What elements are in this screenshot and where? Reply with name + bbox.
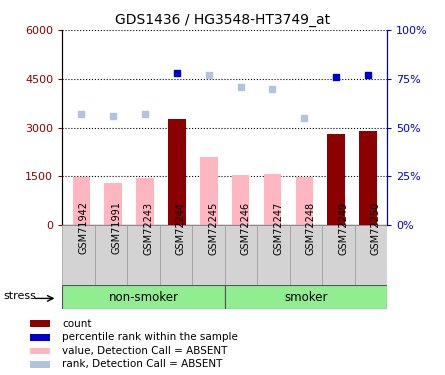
- Bar: [359, 131, 377, 225]
- Point: [78, 111, 85, 117]
- Point: [110, 113, 117, 119]
- Bar: [295, 177, 313, 225]
- Text: GSM72247: GSM72247: [273, 201, 283, 255]
- Point: [332, 74, 340, 80]
- Text: GSM71991: GSM71991: [111, 202, 121, 254]
- Text: non-smoker: non-smoker: [109, 291, 178, 304]
- Bar: [30, 334, 50, 340]
- FancyBboxPatch shape: [62, 225, 95, 285]
- FancyBboxPatch shape: [192, 225, 225, 285]
- FancyBboxPatch shape: [62, 285, 225, 309]
- Bar: [136, 177, 154, 225]
- FancyBboxPatch shape: [127, 225, 160, 285]
- Text: GSM72250: GSM72250: [371, 201, 381, 255]
- Bar: [30, 320, 50, 327]
- Bar: [200, 158, 218, 225]
- Text: count: count: [62, 319, 92, 328]
- Bar: [73, 177, 90, 225]
- Text: GSM72246: GSM72246: [241, 201, 251, 255]
- Text: GSM72249: GSM72249: [339, 201, 348, 255]
- Bar: [264, 174, 281, 225]
- Text: stress: stress: [3, 291, 36, 301]
- Text: GDS1436 / HG3548-HT3749_at: GDS1436 / HG3548-HT3749_at: [115, 13, 330, 27]
- FancyBboxPatch shape: [322, 225, 355, 285]
- Bar: [30, 348, 50, 354]
- Point: [364, 72, 372, 78]
- FancyBboxPatch shape: [257, 225, 290, 285]
- Text: smoker: smoker: [284, 291, 328, 304]
- Point: [142, 111, 149, 117]
- FancyBboxPatch shape: [225, 285, 387, 309]
- Point: [174, 70, 181, 76]
- Text: value, Detection Call = ABSENT: value, Detection Call = ABSENT: [62, 346, 228, 356]
- Bar: [30, 361, 50, 368]
- Text: GSM72244: GSM72244: [176, 201, 186, 255]
- Text: GSM72248: GSM72248: [306, 201, 316, 255]
- FancyBboxPatch shape: [160, 225, 192, 285]
- Bar: [168, 119, 186, 225]
- Bar: [328, 134, 345, 225]
- Text: rank, Detection Call = ABSENT: rank, Detection Call = ABSENT: [62, 360, 222, 369]
- FancyBboxPatch shape: [95, 225, 127, 285]
- Point: [205, 72, 212, 78]
- Text: percentile rank within the sample: percentile rank within the sample: [62, 332, 238, 342]
- Point: [269, 86, 276, 92]
- FancyBboxPatch shape: [290, 225, 322, 285]
- Point: [237, 84, 244, 90]
- Text: GSM72243: GSM72243: [143, 201, 154, 255]
- Text: GSM72245: GSM72245: [209, 201, 218, 255]
- Bar: [105, 183, 122, 225]
- Bar: [232, 175, 249, 225]
- Point: [301, 115, 308, 121]
- Text: GSM71942: GSM71942: [79, 201, 89, 255]
- FancyBboxPatch shape: [225, 225, 257, 285]
- FancyBboxPatch shape: [355, 225, 387, 285]
